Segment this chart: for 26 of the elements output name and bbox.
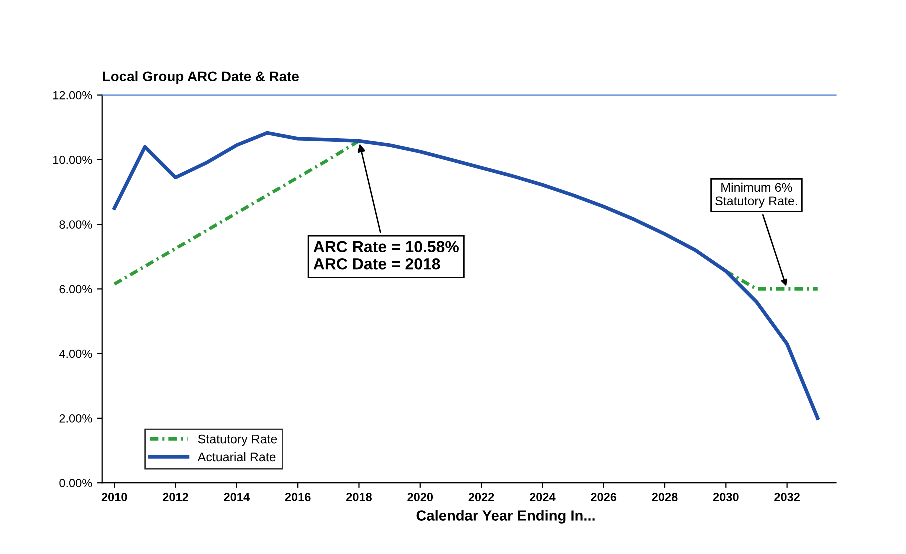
y-tick-label: 12.00%	[54, 91, 92, 100]
x-tick-label: 2024	[530, 493, 556, 502]
x-tick-label: 2032	[774, 493, 800, 502]
x-tick-label: 2016	[285, 493, 311, 502]
x-tick-label: 2026	[591, 493, 617, 502]
chart-title: Local Group ARC Date & Rate	[103, 71, 299, 84]
y-tick-label: 2.00%	[60, 414, 92, 423]
legend-label: Actuarial Rate	[198, 452, 276, 462]
x-tick-label: 2012	[163, 493, 188, 502]
x-tick-label: 2028	[652, 493, 678, 502]
y-tick-label: 8.00%	[60, 220, 92, 229]
x-tick-label: 2018	[346, 493, 372, 502]
y-tick-label: 4.00%	[59, 350, 92, 358]
annotation: Minimum 6% Statutory Rate.	[716, 182, 798, 208]
x-tick-label: 2014	[224, 493, 250, 502]
x-tick-label: 2030	[713, 493, 739, 502]
x-tick-label: 2022	[468, 493, 494, 502]
y-tick-label: 0.00%	[60, 479, 92, 488]
y-tick-label: 6.00%	[60, 285, 92, 294]
line-series	[112, 131, 820, 420]
annotation: ARC Rate = 10.58% ARC Date = 2018	[314, 241, 459, 270]
y-tick-label: 10.00%	[54, 156, 92, 164]
legend-label: Statutory Rate	[198, 434, 278, 446]
x-tick-label: 2020	[408, 493, 434, 502]
x-axis-title: Calendar Year Ending In...	[416, 510, 595, 524]
x-tick-label: 2010	[102, 493, 128, 502]
